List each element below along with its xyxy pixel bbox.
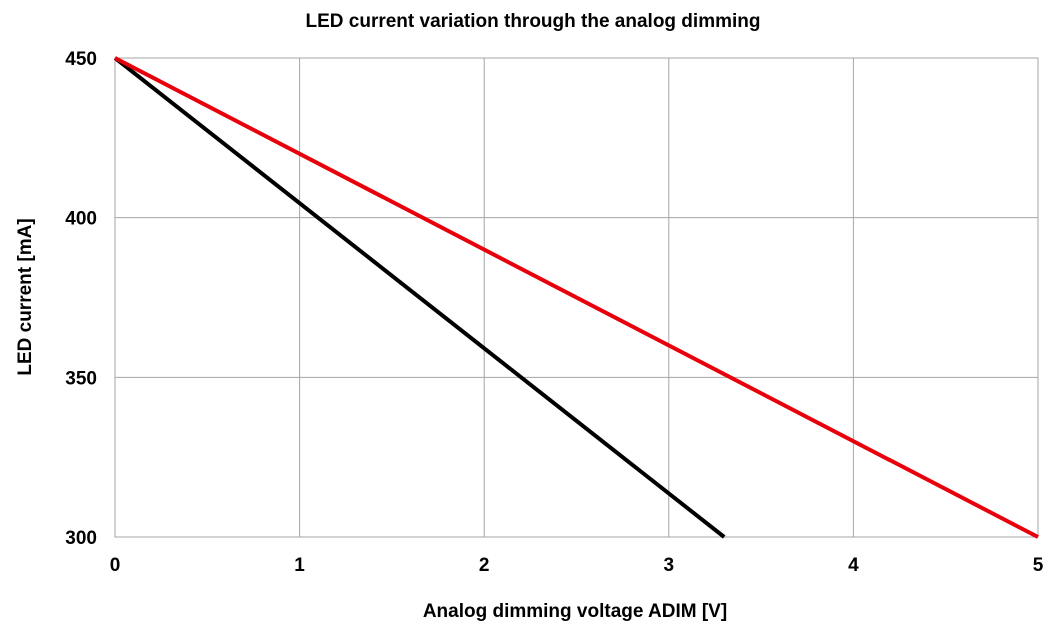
x-tick-label: 0 bbox=[110, 555, 121, 576]
x-tick-label: 1 bbox=[294, 555, 305, 576]
x-tick-label: 2 bbox=[479, 555, 490, 576]
series-line-1 bbox=[113, 56, 726, 539]
grid bbox=[114, 57, 1039, 538]
x-axis-title: Analog dimming voltage ADIM [V] bbox=[423, 601, 727, 622]
y-tick-labels: 300 350 400 450 bbox=[65, 49, 97, 549]
x-tick-labels: 0 1 2 3 4 5 bbox=[110, 555, 1044, 576]
x-tick-label: 4 bbox=[848, 555, 859, 576]
series-group bbox=[113, 56, 1039, 539]
y-tick-label: 400 bbox=[65, 209, 97, 230]
y-axis-title: LED current [mA] bbox=[15, 218, 36, 375]
series-line-2 bbox=[114, 56, 1039, 539]
x-tick-label: 5 bbox=[1033, 555, 1044, 576]
chart-title: LED current variation through the analog… bbox=[306, 11, 761, 32]
y-tick-label: 450 bbox=[65, 49, 97, 70]
y-tick-label: 300 bbox=[65, 528, 97, 549]
y-tick-label: 350 bbox=[65, 368, 97, 389]
x-tick-label: 3 bbox=[664, 555, 675, 576]
